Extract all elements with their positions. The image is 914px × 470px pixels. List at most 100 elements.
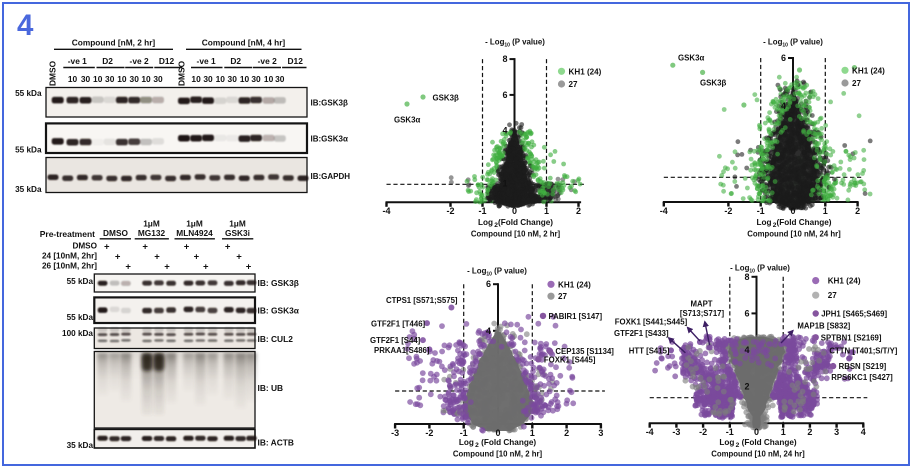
svg-text:1: 1 bbox=[823, 206, 828, 216]
svg-text:+: + bbox=[236, 252, 242, 263]
svg-text:10: 10 bbox=[240, 74, 250, 84]
svg-text:Compound [nM, 4 hr]: Compound [nM, 4 hr] bbox=[202, 37, 286, 47]
svg-text:+: + bbox=[246, 262, 252, 273]
svg-text:27: 27 bbox=[569, 80, 579, 89]
svg-text:FOXK1 [S445]: FOXK1 [S445] bbox=[544, 356, 596, 365]
svg-text:-2: -2 bbox=[425, 428, 433, 438]
svg-text:KH1 (24): KH1 (24) bbox=[558, 280, 591, 289]
svg-text:30: 30 bbox=[251, 74, 261, 84]
svg-text:-1: -1 bbox=[460, 428, 468, 438]
svg-text:1: 1 bbox=[530, 428, 535, 438]
svg-text:+: + bbox=[142, 242, 148, 253]
svg-text:IB:GSK3α: IB:GSK3α bbox=[311, 135, 348, 144]
svg-text:8: 8 bbox=[502, 54, 507, 64]
svg-text:- Log10 (P value): - Log10 (P value) bbox=[467, 267, 527, 278]
svg-text:55 kDa: 55 kDa bbox=[15, 146, 42, 155]
svg-text:D12: D12 bbox=[159, 56, 175, 66]
svg-text:10: 10 bbox=[93, 74, 103, 84]
svg-text:30: 30 bbox=[153, 74, 163, 84]
svg-text:30: 30 bbox=[81, 74, 91, 84]
svg-text:27: 27 bbox=[558, 292, 568, 301]
svg-text:KH1 (24): KH1 (24) bbox=[852, 66, 885, 75]
svg-text:IB:GSK3β: IB:GSK3β bbox=[311, 99, 348, 108]
svg-text:30: 30 bbox=[228, 74, 238, 84]
svg-text:+: + bbox=[115, 252, 121, 263]
svg-text:PRKAA1[S486]: PRKAA1[S486] bbox=[374, 346, 430, 355]
svg-text:Log 2(Fold Change): Log 2(Fold Change) bbox=[756, 218, 831, 229]
svg-text:GSK3α: GSK3α bbox=[678, 54, 704, 63]
svg-text:IB: CUL2: IB: CUL2 bbox=[258, 334, 294, 344]
svg-text:+: + bbox=[164, 262, 170, 273]
svg-text:GSK3i: GSK3i bbox=[225, 228, 250, 238]
svg-text:DMSO: DMSO bbox=[176, 60, 186, 86]
svg-text:CTPS1 [S571;S575]: CTPS1 [S571;S575] bbox=[386, 296, 458, 305]
svg-text:35 kDa: 35 kDa bbox=[15, 185, 42, 194]
svg-text:+: + bbox=[225, 242, 231, 253]
svg-text:MG132: MG132 bbox=[138, 228, 166, 238]
svg-text:+: + bbox=[104, 242, 110, 253]
svg-text:+: + bbox=[154, 252, 160, 263]
svg-text:2: 2 bbox=[855, 206, 860, 216]
svg-text:Log 2(Fold Change): Log 2(Fold Change) bbox=[478, 218, 553, 229]
svg-text:30: 30 bbox=[203, 74, 213, 84]
svg-text:KH1 (24): KH1 (24) bbox=[569, 67, 602, 76]
svg-text:4: 4 bbox=[502, 126, 507, 136]
svg-text:6: 6 bbox=[502, 90, 507, 100]
svg-text:-3: -3 bbox=[391, 428, 399, 438]
svg-text:30: 30 bbox=[105, 74, 115, 84]
svg-text:GSK3α: GSK3α bbox=[394, 115, 420, 124]
svg-text:10: 10 bbox=[117, 74, 127, 84]
svg-text:10: 10 bbox=[264, 74, 274, 84]
svg-text:GSK3β: GSK3β bbox=[700, 79, 726, 88]
svg-text:0: 0 bbox=[495, 428, 500, 438]
svg-text:+: + bbox=[194, 252, 200, 263]
svg-text:GSK3β: GSK3β bbox=[433, 93, 459, 102]
svg-text:0: 0 bbox=[512, 206, 517, 216]
svg-text:Compound [nM, 2 hr]: Compound [nM, 2 hr] bbox=[72, 37, 156, 47]
svg-text:-ve 2: -ve 2 bbox=[130, 56, 149, 66]
svg-text:30: 30 bbox=[275, 74, 285, 84]
svg-text:26 [10nM, 2hr]: 26 [10nM, 2hr] bbox=[42, 261, 97, 270]
svg-text:4: 4 bbox=[781, 101, 786, 111]
svg-text:DMSO: DMSO bbox=[103, 228, 128, 238]
svg-text:30: 30 bbox=[130, 74, 140, 84]
svg-text:- Log10 (P value): - Log10 (P value) bbox=[763, 38, 823, 49]
svg-text:55 kDa: 55 kDa bbox=[15, 89, 42, 98]
svg-text:6: 6 bbox=[486, 279, 491, 289]
svg-text:-ve 2: -ve 2 bbox=[258, 56, 277, 66]
svg-text:10: 10 bbox=[68, 74, 78, 84]
svg-text:GTF2F1 [S44]: GTF2F1 [S44] bbox=[370, 336, 421, 345]
svg-text:Compound [10 nM, 24 hr]: Compound [10 nM, 24 hr] bbox=[747, 230, 841, 239]
svg-text:100 kDa: 100 kDa bbox=[62, 329, 93, 338]
svg-text:55 kDa: 55 kDa bbox=[67, 313, 94, 322]
svg-text:-1: -1 bbox=[478, 206, 486, 216]
svg-text:+: + bbox=[125, 262, 131, 273]
svg-text:-2: -2 bbox=[446, 206, 454, 216]
svg-text:35 kDa: 35 kDa bbox=[67, 441, 94, 450]
svg-text:IB: GSK3α: IB: GSK3α bbox=[258, 306, 300, 316]
svg-text:1: 1 bbox=[544, 206, 549, 216]
svg-text:-ve 1: -ve 1 bbox=[197, 56, 216, 66]
svg-text:IB:GAPDH: IB:GAPDH bbox=[311, 172, 351, 181]
svg-text:D2: D2 bbox=[102, 56, 113, 66]
svg-text:Pre-treatment: Pre-treatment bbox=[40, 229, 95, 239]
svg-text:-4: -4 bbox=[660, 206, 668, 216]
svg-text:- Log10 (P value): - Log10 (P value) bbox=[485, 38, 545, 49]
svg-text:+: + bbox=[184, 242, 190, 253]
svg-text:-2: -2 bbox=[724, 206, 732, 216]
svg-text:24 [10nM, 2hr]: 24 [10nM, 2hr] bbox=[42, 251, 97, 260]
svg-text:PABIR1 [S147]: PABIR1 [S147] bbox=[549, 312, 603, 321]
svg-text:10: 10 bbox=[141, 74, 151, 84]
svg-text:-ve 1: -ve 1 bbox=[68, 56, 87, 66]
svg-text:10: 10 bbox=[216, 74, 226, 84]
svg-text:DMSO: DMSO bbox=[48, 60, 58, 86]
svg-text:MLN4924: MLN4924 bbox=[176, 228, 213, 238]
svg-text:IB: ACTB: IB: ACTB bbox=[258, 438, 294, 448]
svg-text:IB: UB: IB: UB bbox=[258, 383, 284, 393]
svg-text:-1: -1 bbox=[757, 206, 765, 216]
svg-text:Compound [10 nM, 2 hr]: Compound [10 nM, 2 hr] bbox=[471, 230, 561, 239]
svg-text:D2: D2 bbox=[230, 56, 241, 66]
svg-text:Compound [10 nM, 2 hr]: Compound [10 nM, 2 hr] bbox=[453, 450, 543, 459]
svg-text:1: 1 bbox=[502, 179, 507, 189]
svg-text:-4: -4 bbox=[382, 206, 390, 216]
